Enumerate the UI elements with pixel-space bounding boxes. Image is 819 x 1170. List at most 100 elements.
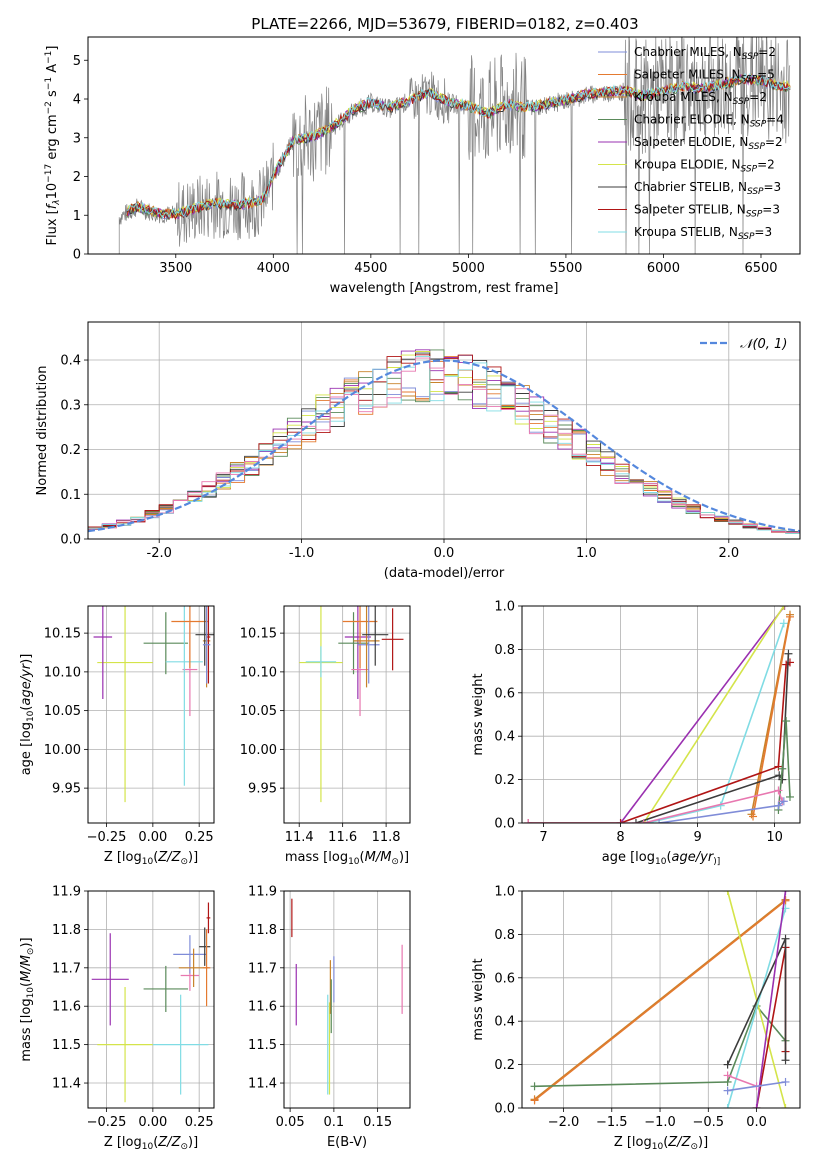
x-axis-label-part: ⊙: [180, 857, 188, 867]
x-axis-label: Z [log10(Z/Z⊙)]: [104, 1135, 198, 1152]
axes-frame: [283, 890, 411, 1109]
x-axis-label-part: Z [log: [614, 1135, 652, 1150]
y-axis-label-part: )]: [19, 654, 34, 664]
y-axis-label-part: f: [45, 202, 60, 209]
y-tick-label: 0.0: [60, 533, 81, 548]
x-tick-label: 5500: [549, 261, 582, 276]
x-axis-label-part: Z/Z: [157, 850, 181, 865]
x-axis-label-part: Z/Z: [667, 1135, 691, 1150]
weight-line-kroupa_stelib: [726, 908, 787, 1108]
weight-line-kroupa_stelib: [647, 623, 785, 823]
figure-title: PLATE=2266, MJD=53679, FIBERID=0182, z=0…: [251, 15, 638, 33]
weight-line-salpeter_miles: [752, 616, 791, 817]
y-axis-label: mass weight: [471, 673, 486, 755]
x-tick-label: −0.5: [693, 1115, 725, 1130]
x-tick-label: 11.4: [285, 830, 314, 845]
y-axis-label-part: 10: [45, 183, 60, 200]
weight-line-chabrier_elodie: [777, 720, 791, 811]
legend-n: =2: [758, 45, 776, 59]
x-axis-label-part: 10: [142, 1142, 154, 1152]
y-axis-label: age [log10(age/yr)]: [19, 654, 36, 776]
y-tick-label: 10.00: [240, 743, 277, 758]
y-axis-label-part: −1: [44, 51, 54, 64]
axes-frame: [283, 605, 411, 824]
x-tick-label: 0.1: [324, 1115, 345, 1130]
x-axis-label: mass [log10(M/M⊙)]: [285, 850, 409, 867]
y-axis-label-part: mass [log: [19, 998, 34, 1061]
y-tick-label: 0.4: [494, 730, 515, 745]
panel-age_vs_Z: −0.25 0.00 0.25 9.95 10.00 10.05 10.10 10.15 Z […: [19, 605, 215, 867]
y-tick-label: 10.05: [240, 704, 277, 719]
x-tick-label: 3500: [159, 261, 192, 276]
y-axis-label-part: −2: [44, 101, 54, 114]
axes-frame: [521, 605, 801, 824]
y-tick-label: 11.4: [248, 1077, 277, 1092]
y-tick-label: 10.15: [44, 627, 81, 642]
histogram-pink: [88, 357, 800, 539]
y-tick-label: 0.0: [494, 1102, 515, 1117]
x-tick-label: −2.0: [548, 1115, 580, 1130]
x-axis-label-part: 10: [652, 1142, 664, 1152]
legend-sub: SSP: [733, 97, 750, 107]
weight-line-kroupa_elodie: [726, 891, 787, 1108]
x-tick-label: 0.15: [363, 1115, 392, 1130]
y-tick-label: 0: [73, 248, 81, 263]
y-tick-label: 11.6: [248, 1000, 277, 1015]
x-axis-label: age [log10(age/yr)]: [602, 850, 720, 867]
x-axis-label-part: )]: [399, 850, 409, 865]
y-axis-label-part: Flux [: [45, 209, 60, 245]
y-tick-label: 11.5: [248, 1038, 277, 1053]
y-axis-label-part: −17: [44, 164, 54, 183]
y-tick-label: 0.6: [494, 971, 515, 986]
y-axis-label-part: λ: [52, 199, 62, 205]
legend-sub: SSP: [748, 142, 765, 152]
y-axis-label: mass weight: [471, 958, 486, 1040]
legend-text: Kroupa STELIB, N: [634, 225, 738, 239]
legend-text: Kroupa MILES, N: [634, 90, 733, 104]
x-axis-label-part: age/yr: [672, 850, 715, 865]
x-axis-label-part: age [log: [602, 850, 655, 865]
x-axis-label-part: Z [log: [104, 1135, 142, 1150]
y-tick-label: 3: [73, 131, 81, 146]
weight-line-pink: [727, 1074, 757, 1088]
legend-text: Chabrier ELODIE, N: [634, 113, 750, 127]
x-tick-label: −1.0: [644, 1115, 676, 1130]
plot-area: [530, 891, 790, 1108]
legend-label-kroupa_stelib: Kroupa STELIB, NSSP=3: [634, 225, 772, 242]
legend-n: =2: [765, 135, 783, 149]
x-tick-label: 6000: [647, 261, 680, 276]
y-axis-label-part: erg cm: [45, 114, 60, 163]
weight-line-pink: [528, 789, 784, 823]
plot-area: [299, 606, 404, 803]
y-tick-label: 11.7: [248, 961, 277, 976]
legend-sub: SSP: [747, 187, 764, 197]
legend-n: =3: [754, 225, 772, 239]
x-tick-label: 5000: [452, 261, 485, 276]
histogram-kroupa_stelib: [88, 355, 800, 539]
y-tick-label: 11.5: [52, 1038, 81, 1053]
x-tick-label: 0.0: [434, 546, 455, 561]
plot-area: [118, 37, 791, 254]
weight-line-salpeter_elodie: [619, 606, 786, 823]
y-tick-label: 11.4: [52, 1077, 81, 1092]
axes-frame: [87, 36, 801, 255]
legend-sub: SSP: [741, 165, 758, 175]
x-axis-label-part: (: [663, 1135, 668, 1150]
legend-sub: SSP: [742, 52, 759, 62]
x-tick-label: 4000: [257, 261, 290, 276]
y-tick-label: 11.6: [52, 1000, 81, 1015]
y-axis-label: mass [log10(M/M⊙)]: [19, 937, 36, 1061]
legend-label-salpeter_elodie: Salpeter ELODIE, NSSP=2: [634, 135, 783, 152]
x-axis-label: E(B-V): [327, 1135, 367, 1150]
panel-age_vs_mass: 11.4 11.6 11.8 9.95 10.00 10.05 10.10 10.15 mass…: [240, 605, 411, 867]
y-tick-label: 0.4: [494, 1015, 515, 1030]
y-axis-label-part: age [log: [19, 722, 34, 775]
y-axis-label-part: 10: [26, 987, 36, 999]
plot-area: [524, 606, 794, 823]
x-tick-label: 7: [539, 830, 547, 845]
x-tick-label: −0.25: [87, 1115, 127, 1130]
y-tick-label: 11.9: [52, 885, 81, 900]
